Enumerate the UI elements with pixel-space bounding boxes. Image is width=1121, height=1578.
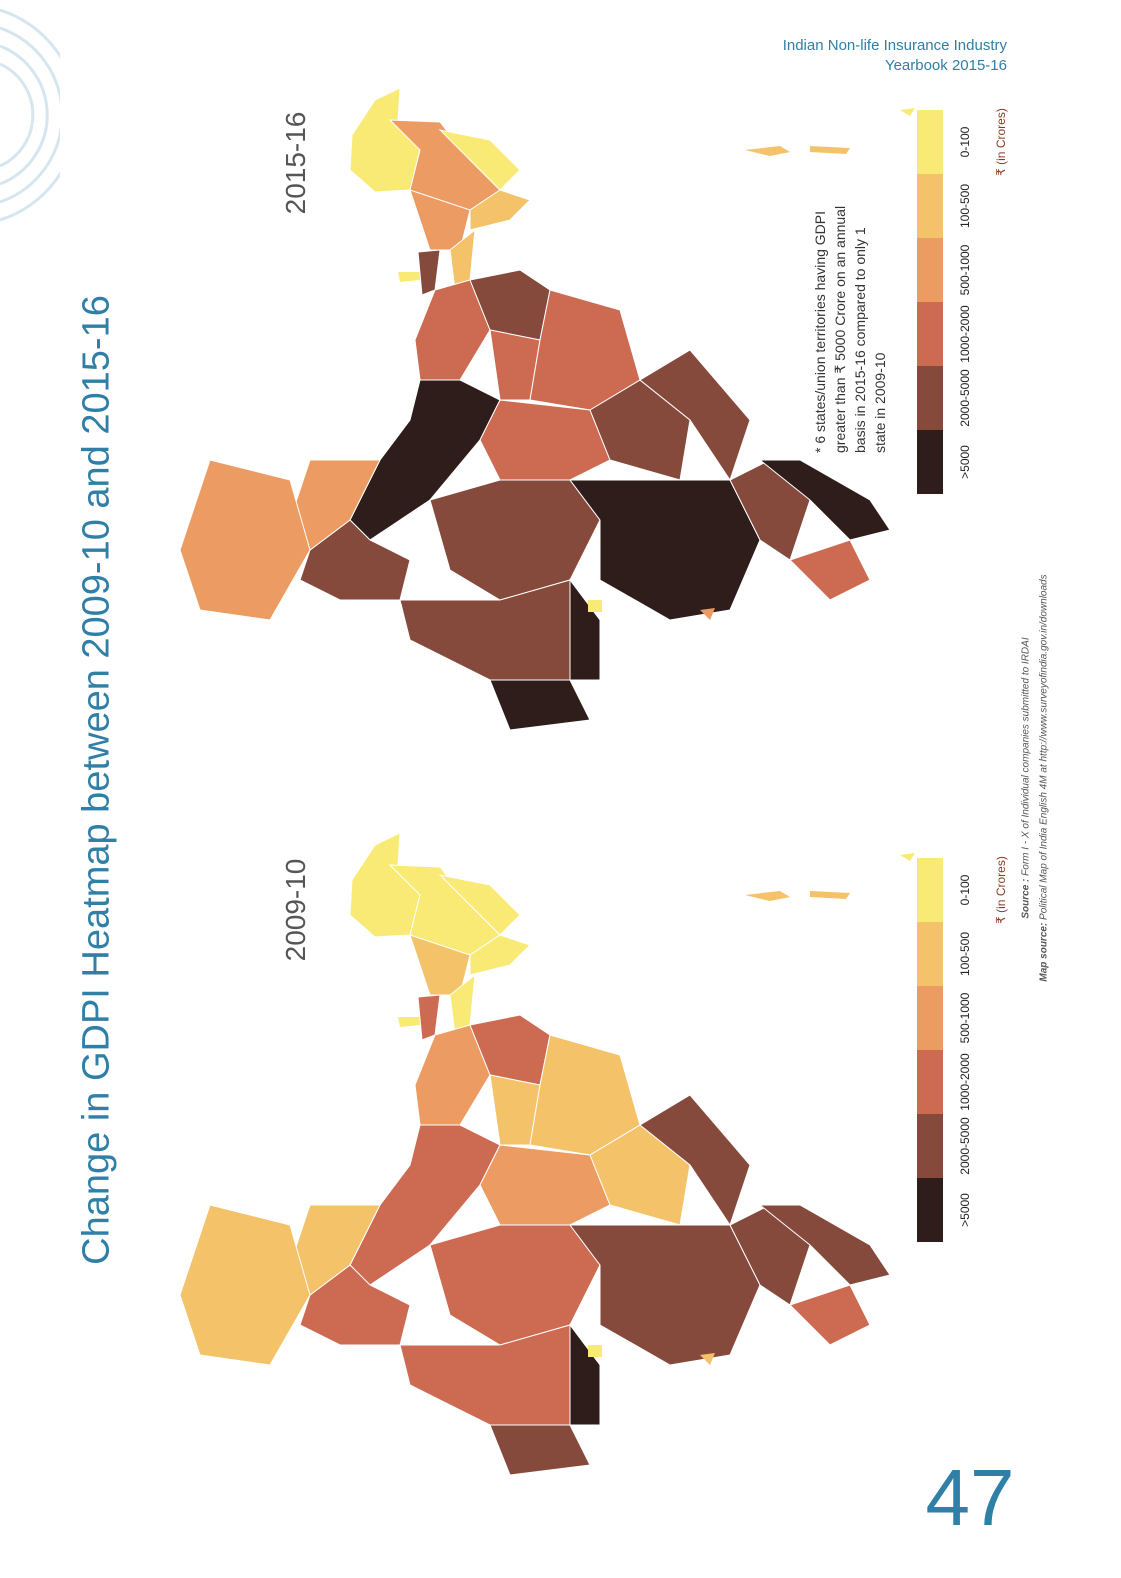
legend-swatch-1000-2000 [917, 302, 943, 366]
region-mp [429, 479, 601, 601]
region-haryana [569, 1323, 601, 1426]
region-north-5 [469, 189, 531, 231]
decorative-arcs [0, 8, 60, 222]
region-ne-2 [789, 539, 871, 601]
region-maharashtra [349, 1124, 501, 1286]
page-title: Change in GDPI Heatmap between 2009-10 a… [75, 295, 118, 1265]
region-kerala [417, 249, 441, 296]
page-number: 47 [925, 1453, 1015, 1542]
legend-label-gt-5000: >5000 [958, 1193, 972, 1227]
note-text: * 6 states/union territories having GDPI… [812, 205, 888, 453]
region-ne-1 [758, 1204, 891, 1286]
region-chandigarh [700, 608, 715, 620]
legend-label-0-100: 0-100 [958, 126, 972, 158]
map-source-line: Map source: Political Map of India Engli… [1039, 574, 1050, 981]
legend-swatch-0-100 [917, 110, 943, 174]
map-source-text: Political Map of India English 4M at htt… [1038, 574, 1050, 920]
legend-unit: ₹ (in Crores) [994, 856, 1008, 924]
region-north-5 [469, 934, 531, 976]
region-north-4 [409, 189, 471, 251]
region-west-3 [179, 1204, 311, 1366]
region-wb [729, 459, 811, 561]
region-up [569, 479, 761, 621]
islands-lakshadweep [900, 108, 915, 116]
header-line-2: Yearbook 2015-16 [884, 57, 1007, 74]
legend-swatch-100-500 [917, 922, 943, 986]
islands-andaman [745, 146, 850, 156]
legend-swatch-2000-5000 [917, 1114, 943, 1178]
region-haryana [569, 578, 601, 681]
legend-label-2000-5000: 2000-5000 [958, 1117, 972, 1175]
legend-swatch-0-100 [917, 858, 943, 922]
legend-label-1000-2000: 1000-2000 [958, 305, 972, 363]
map-source-label: Map source: [1038, 922, 1050, 982]
map-2009-10 [179, 832, 915, 1476]
source-label: Source : [1020, 878, 1032, 919]
region-east-2 [639, 1094, 751, 1227]
region-east-1 [589, 1124, 691, 1226]
source-text: Form I - X of Individual companies submi… [1020, 637, 1032, 876]
region-east-1 [589, 379, 691, 481]
region-goa [398, 1017, 422, 1027]
legend-label-0-100: 0-100 [958, 874, 972, 906]
legend-swatch-gt-5000 [917, 1178, 943, 1242]
legend-swatch-2000-5000 [917, 366, 943, 430]
page-header: Indian Non-life Insurance Industry Yearb… [783, 36, 1007, 76]
region-delhi [588, 1345, 602, 1357]
legend-swatch-500-1000 [917, 986, 943, 1050]
region-mp [429, 1224, 601, 1346]
legend-label-100-500: 100-500 [958, 183, 972, 229]
legend-label-500-1000: 500-1000 [958, 244, 972, 296]
legend-label-100-500: 100-500 [958, 931, 972, 977]
islands-lakshadweep [900, 853, 915, 861]
region-north-4 [409, 934, 471, 996]
legend-swatch-500-1000 [917, 238, 943, 302]
legend-2009-10: 0-100 100-500 500-1000 1000-2000 2000-50… [915, 856, 1015, 1248]
region-ne-2 [789, 1284, 871, 1346]
region-west-1 [299, 1264, 411, 1346]
legend-unit: ₹ (in Crores) [994, 108, 1008, 176]
region-maharashtra [349, 379, 501, 541]
region-goa [398, 272, 422, 282]
legend-swatch-gt-5000 [917, 430, 943, 494]
region-north-3 [438, 874, 521, 936]
legend-label-1000-2000: 1000-2000 [958, 1053, 972, 1111]
header-line-1: Indian Non-life Insurance Industry [782, 37, 1007, 54]
legend-label-gt-5000: >5000 [958, 445, 972, 479]
region-up [569, 1224, 761, 1366]
legend-label-500-1000: 500-1000 [958, 992, 972, 1044]
islands-andaman [745, 891, 850, 901]
region-north-3 [438, 129, 521, 191]
region-wb [729, 1204, 811, 1306]
source-line: Source : Form I - X of Individual compan… [1021, 637, 1032, 918]
legend-swatch-100-500 [917, 174, 943, 238]
legend-swatch-1000-2000 [917, 1050, 943, 1114]
region-punjab [489, 1424, 591, 1476]
map-2015-16 [179, 87, 915, 731]
region-west-1 [299, 519, 411, 601]
region-west-3 [179, 459, 311, 621]
region-punjab [489, 679, 591, 731]
legend-2015-16: 0-100 100-500 500-1000 1000-2000 2000-50… [915, 108, 1015, 500]
region-chandigarh [700, 1353, 715, 1365]
region-east-2 [639, 349, 751, 482]
legend-label-2000-5000: 2000-5000 [958, 369, 972, 427]
region-kerala [417, 994, 441, 1041]
region-ne-1 [758, 459, 891, 541]
region-delhi [588, 600, 602, 612]
